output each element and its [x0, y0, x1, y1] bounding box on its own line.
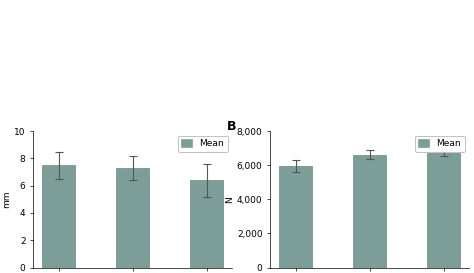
Bar	[116, 168, 149, 268]
Y-axis label: mm: mm	[2, 191, 11, 208]
Legend: Mean: Mean	[415, 136, 465, 152]
Bar	[279, 166, 312, 268]
Bar	[42, 165, 75, 268]
Legend: Mean: Mean	[178, 136, 228, 152]
Y-axis label: N: N	[225, 196, 234, 203]
Bar	[190, 180, 223, 268]
Bar	[353, 155, 386, 268]
Bar	[427, 153, 460, 268]
Text: B: B	[227, 120, 236, 133]
